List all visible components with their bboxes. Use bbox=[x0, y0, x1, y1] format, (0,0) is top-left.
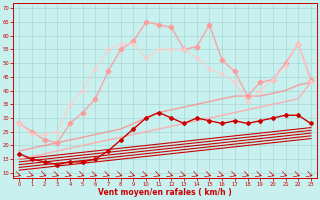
X-axis label: Vent moyen/en rafales ( km/h ): Vent moyen/en rafales ( km/h ) bbox=[98, 188, 232, 197]
